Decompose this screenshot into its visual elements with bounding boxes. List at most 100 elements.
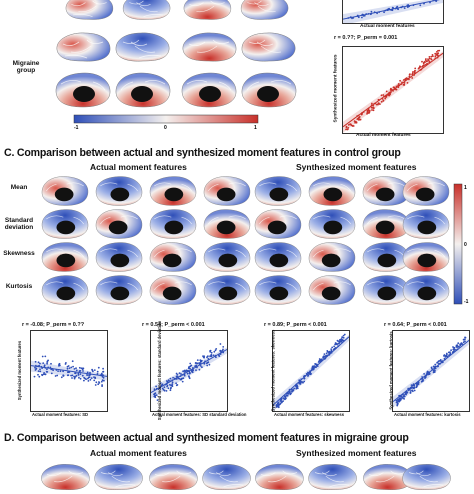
scatter-point [54,375,57,377]
scatter-ylabel: Synthesized moment features [17,340,23,401]
scatter-point [372,107,375,110]
row-label: Mean [10,184,28,191]
scatter-point [177,377,180,380]
scatter-point [393,86,395,89]
scatter-point [81,374,84,377]
scatter-point [71,360,74,363]
scatter-point [405,77,408,80]
scatter-point [419,4,422,7]
scatter-point [432,55,434,58]
scatter-point [425,60,428,63]
scatter-stat: r = 0.89; P_perm < 0.001 [264,322,327,328]
brain-map [146,240,200,274]
scatter-point [78,376,80,379]
scatter-point [323,353,326,355]
scatter-point [347,127,350,129]
scatter-point [331,346,334,349]
scatter-point [354,121,356,124]
scatter-point [102,370,105,373]
scatter-point [93,376,95,378]
regression-line [343,52,443,128]
scatter-point [399,397,402,400]
scatter-point [44,373,47,376]
scatter-point [285,394,288,397]
scatter-point [428,57,431,60]
scatter-point [314,363,316,365]
scatter-point [219,350,222,352]
scatter-point [92,370,94,373]
scatter-plot-migraine [342,46,444,134]
scatter-point [417,383,420,385]
scatter-point [295,387,298,390]
scatter-point [323,355,326,358]
scatter-point [384,97,387,100]
scatter-point [79,377,82,380]
scatter-xlabel: Actual moment features: SD standard devi… [152,412,247,417]
scatter-point [103,379,105,382]
scatter-point [385,90,388,93]
scatter-point [342,336,345,339]
section-d-title: D. Comparison between actual and synthes… [4,432,409,444]
scatter-point [298,382,301,385]
scatter-point [341,336,343,338]
scatter-point [326,350,329,353]
scatter-point [195,369,197,372]
scatter-point [411,72,414,75]
brain-map [146,273,200,307]
scatter-point [186,372,189,375]
scatter-point [417,67,420,70]
scatter-point [46,361,49,363]
row-label: Standard deviation [4,217,34,231]
scatter-point [189,365,192,368]
scatter-xlabel: Actual moment features: kurtosis [394,412,461,417]
scatter-point [165,390,168,392]
scatter-point [340,340,343,343]
scatter-point [276,405,279,408]
scatter-point [93,369,96,371]
scatter-point [199,365,202,367]
scatter-point [287,392,289,395]
brain-map [112,70,174,110]
scatter-point [445,352,448,355]
scatter-xlabel: Actual moment features [360,24,415,29]
scatter-point [182,377,185,380]
scatter-point [399,79,401,82]
scatter-point [436,361,439,364]
scatter-point [71,377,73,379]
scatter-point [280,401,283,404]
scatter-point [67,374,70,377]
scatter-point [171,384,173,387]
brain-map [306,460,360,494]
actual-features-head: Actual moment features [90,162,187,172]
scatter-point [357,16,360,19]
brain-map [238,30,300,64]
scatter-point [37,370,40,372]
scatter-point [199,360,202,363]
scatter-point [87,376,90,379]
scatter-point [34,360,37,363]
scatter-point [82,370,84,372]
scatter-point [39,370,42,373]
scatter-point [60,376,63,379]
scatter-point [438,360,441,362]
scatter-point [443,355,445,357]
scatter-point [340,338,343,340]
scatter-point [188,371,191,374]
brain-map [400,207,452,241]
scatter-point [159,382,162,384]
brain-map [238,70,300,110]
scatter-plot [150,330,228,412]
brain-map [306,240,358,274]
scatter-point [215,348,218,350]
colorbar-tick: 1 [254,125,257,130]
scatter-point [95,381,98,384]
scatter-point [182,370,184,373]
brain-map [112,30,174,64]
scatter-point [278,404,280,406]
scatter-point [333,345,335,348]
scatter-point [68,367,71,369]
scatter-point [424,61,426,63]
scatter-point [434,369,436,372]
scatter-point [409,73,411,75]
scatter-point [398,400,401,403]
